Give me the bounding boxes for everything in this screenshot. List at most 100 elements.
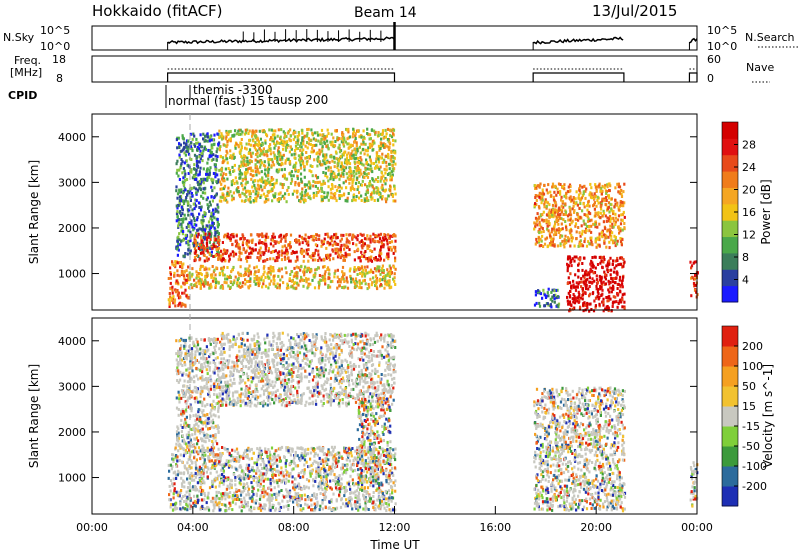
- echo-cell: [267, 160, 270, 164]
- echo-cell: [336, 275, 339, 279]
- echo-cell: [317, 461, 320, 465]
- echo-cell: [261, 177, 264, 181]
- echo-cell: [218, 238, 221, 242]
- echo-cell: [195, 270, 198, 274]
- echo-cell: [538, 185, 541, 189]
- echo-cell: [176, 293, 179, 297]
- echo-cell: [342, 172, 345, 176]
- echo-cell: [594, 237, 597, 241]
- echo-cell: [540, 244, 543, 247]
- echo-cell: [205, 241, 208, 245]
- echo-cell: [554, 208, 557, 212]
- echo-cell: [361, 272, 364, 276]
- echo-cell: [692, 281, 696, 285]
- echo-cell: [206, 168, 209, 172]
- echo-cell: [566, 295, 569, 299]
- echo-cell: [173, 271, 176, 275]
- echo-cell: [248, 148, 252, 152]
- echo-cell: [598, 238, 601, 242]
- echo-cell: [384, 135, 387, 139]
- echo-cell: [190, 212, 193, 216]
- echo-cell: [562, 205, 565, 209]
- echo-cell: [193, 237, 196, 241]
- echo-cell: [541, 234, 544, 238]
- echo-cell: [201, 222, 204, 226]
- echo-cell: [212, 157, 215, 161]
- echo-cell: [563, 183, 566, 187]
- echo-cell: [351, 149, 354, 153]
- echo-cell: [211, 246, 214, 250]
- echo-cell: [251, 241, 254, 244]
- echo-cell: [601, 199, 604, 203]
- echo-cell: [366, 175, 370, 179]
- echo-cell: [241, 284, 244, 288]
- echo-cell: [334, 150, 338, 154]
- echo-cell: [346, 137, 349, 141]
- echo-cell: [623, 226, 626, 230]
- colorbar-swatch: [722, 122, 738, 139]
- echo-cell: [378, 265, 381, 269]
- echo-cell: [296, 175, 299, 179]
- nsearch-label: N.Search: [745, 31, 795, 44]
- echo-cell: [195, 159, 198, 163]
- echo-cell: [386, 138, 389, 141]
- echo-cell: [612, 240, 615, 244]
- echo-cell: [562, 186, 565, 190]
- echo-cell: [350, 170, 353, 173]
- echo-cell: [613, 234, 616, 238]
- echo-cell: [341, 502, 345, 506]
- echo-cell: [378, 148, 381, 152]
- echo-cell: [354, 137, 357, 140]
- echo-cell: [353, 267, 356, 271]
- echo-cell: [593, 201, 596, 205]
- echo-cell: [193, 175, 196, 178]
- echo-cell: [186, 508, 189, 512]
- echo-cell: [255, 476, 258, 480]
- echo-cell: [281, 275, 284, 279]
- echo-cell: [317, 463, 320, 467]
- echo-cell: [534, 222, 537, 226]
- echo-cell: [296, 281, 299, 285]
- echo-cell: [225, 157, 228, 161]
- echo-cell: [171, 484, 174, 487]
- echo-cell: [388, 264, 391, 268]
- echo-cell: [311, 165, 314, 168]
- echo-cell: [382, 275, 386, 279]
- echo-cell: [559, 212, 562, 216]
- freq-label-line2: [MHz]: [10, 66, 42, 79]
- echo-cell: [266, 173, 269, 177]
- echo-cell: [293, 152, 296, 156]
- echo-cell: [327, 132, 330, 136]
- echo-cell: [587, 203, 590, 207]
- echo-cell: [236, 190, 239, 194]
- echo-cell: [555, 219, 558, 222]
- echo-cell: [228, 168, 232, 172]
- echo-cell: [199, 133, 202, 137]
- echo-cell: [206, 249, 209, 252]
- echo-cell: [275, 256, 278, 259]
- echo-cell: [373, 257, 376, 260]
- echo-cell: [347, 177, 350, 181]
- echo-cell: [371, 142, 374, 146]
- echo-cell: [345, 244, 348, 248]
- echo-cell: [264, 284, 268, 288]
- echo-cell: [246, 501, 249, 504]
- echo-cell: [259, 165, 262, 169]
- echo-cell: [356, 147, 359, 151]
- echo-cell: [373, 247, 376, 251]
- echo-cell: [307, 266, 310, 270]
- echo-cell: [169, 271, 172, 274]
- echo-cell: [257, 268, 260, 272]
- echo-cell: [237, 129, 240, 133]
- echo-cell: [187, 172, 190, 175]
- echo-cell: [560, 217, 563, 221]
- echo-cell: [615, 264, 618, 268]
- echo-cell: [301, 131, 304, 135]
- echo-cell: [191, 194, 194, 198]
- echo-cell: [339, 174, 342, 178]
- echo-cell: [540, 230, 543, 234]
- echo-cell: [594, 223, 597, 227]
- echo-cell: [218, 505, 221, 509]
- echo-cell: [695, 290, 698, 294]
- echo-cell: [204, 139, 207, 143]
